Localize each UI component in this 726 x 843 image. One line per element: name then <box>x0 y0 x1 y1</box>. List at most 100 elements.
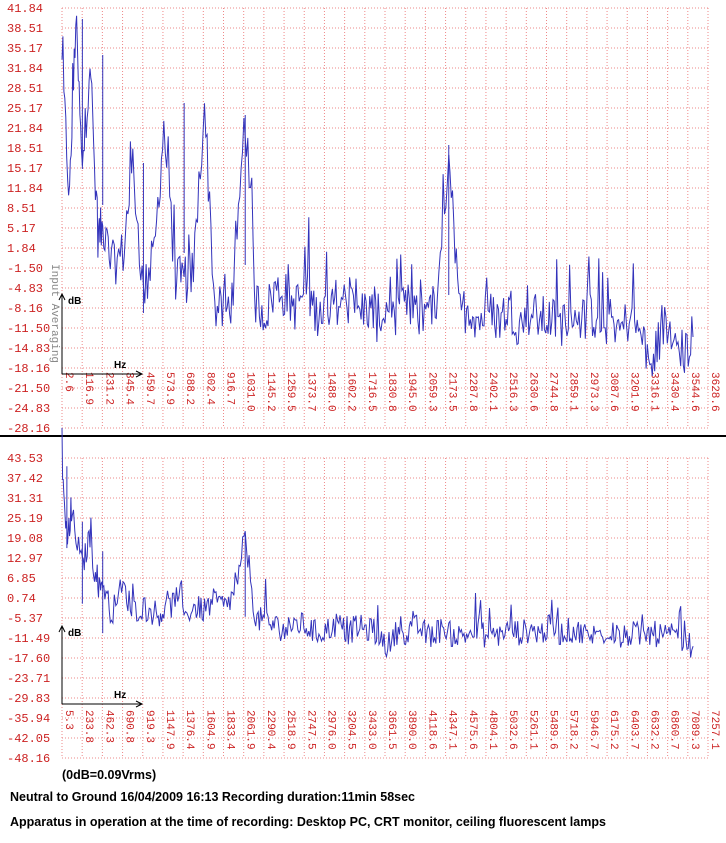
peaks <box>81 19 450 314</box>
y-tick-label: 5.17 <box>7 222 36 236</box>
y-tick-label: 1.84 <box>7 242 36 256</box>
x-tick-label: 688.2 <box>183 372 195 405</box>
x-tick-label: 1376.4 <box>183 710 195 750</box>
x-tick-label: 7089.3 <box>688 710 700 750</box>
y-tick-label: -14.83 <box>7 342 50 356</box>
x-tick-label: 2973.3 <box>587 372 599 412</box>
spectrum-line <box>61 15 694 376</box>
apparatus-info-label: Apparatus in operation at the time of re… <box>10 815 606 829</box>
x-tick-label: 345.4 <box>123 372 135 405</box>
x-tick-label: 573.9 <box>163 372 175 405</box>
x-tick-label: 5946.7 <box>587 710 599 750</box>
y-axis-label: dB <box>68 628 81 639</box>
x-tick-label: 2059.3 <box>425 372 437 412</box>
x-tick-labels: 5.3 233.8 462.3 690.8 919.3 1147.9 1376.4 1604.… <box>62 710 720 750</box>
y-tick-label: -4.83 <box>7 282 43 296</box>
x-tick-label: 1830.8 <box>385 372 397 412</box>
x-tick-label: 3890.0 <box>405 710 417 750</box>
x-tick-label: 1145.2 <box>264 372 276 412</box>
grid <box>61 457 709 759</box>
y-tick-label: -21.50 <box>7 382 50 396</box>
x-tick-label: 7257.1 <box>708 710 720 750</box>
y-tick-label: -18.16 <box>7 362 50 376</box>
x-arrow <box>135 370 144 378</box>
x-tick-label: 5718.2 <box>567 710 579 750</box>
x-tick-label: 1031.0 <box>244 372 256 412</box>
x-tick-label: 3433.0 <box>365 710 377 750</box>
x-tick-label: 6860.7 <box>668 710 680 750</box>
x-tick-label: 2516.3 <box>506 372 518 412</box>
x-tick-label: 3316.1 <box>647 372 659 412</box>
y-tick-label: 12.97 <box>7 552 43 566</box>
x-tick-label: 2630.6 <box>526 372 538 412</box>
x-tick-label: 6632.2 <box>647 710 659 750</box>
y-tick-label: -35.94 <box>7 712 50 726</box>
x-tick-label: 1833.4 <box>224 710 236 750</box>
x-tick-labels: 2.6 116.9 231.2 345.4 459.7 573.9 688.2 802.4 91… <box>62 372 720 412</box>
x-tick-label: 1604.9 <box>203 710 215 750</box>
reference-level-label: (0dB=0.09Vrms) <box>62 768 157 782</box>
x-tick-label: 802.4 <box>203 372 215 405</box>
x-tick-label: 3628.6 <box>708 372 720 412</box>
x-tick-label: 233.8 <box>82 710 94 743</box>
side-label: Input Averaging <box>48 264 60 363</box>
x-tick-label: 6403.7 <box>627 710 639 750</box>
y-arrow <box>58 292 66 301</box>
y-tick-label: -42.05 <box>7 732 50 746</box>
y-tick-label: -48.16 <box>7 752 50 766</box>
y-tick-label: -24.83 <box>7 402 50 416</box>
y-tick-label: -28.16 <box>7 422 50 436</box>
x-tick-label: 5261.1 <box>526 710 538 750</box>
axis-indicator: dB Hz <box>58 624 144 708</box>
x-tick-label: 916.7 <box>224 372 236 405</box>
y-tick-label: 18.51 <box>7 142 43 156</box>
y-tick-label: -29.83 <box>7 692 50 706</box>
x-tick-label: 4118.6 <box>425 710 437 750</box>
x-tick-label: 1488.0 <box>324 372 336 412</box>
x-tick-label: 2290.4 <box>264 710 276 750</box>
x-tick-label: 919.3 <box>143 710 155 743</box>
y-tick-label: 15.17 <box>7 162 43 176</box>
grid <box>61 7 709 429</box>
x-tick-label: 1259.5 <box>284 372 296 412</box>
x-tick-label: 3430.4 <box>668 372 680 412</box>
y-tick-label: 21.84 <box>7 122 43 136</box>
y-tick-label: 35.17 <box>7 42 43 56</box>
x-tick-label: 1147.9 <box>163 710 175 750</box>
y-tick-label: 28.51 <box>7 82 43 96</box>
x-tick-label: 3544.6 <box>688 372 700 412</box>
x-tick-label: 2287.8 <box>466 372 478 412</box>
y-tick-label: 6.85 <box>7 572 36 586</box>
x-arrow <box>135 700 144 708</box>
bottom-spectrum-chart: 43.53 37.42 31.31 25.19 19.08 12.97 6.85 0.74 -5… <box>7 427 720 766</box>
x-axis-label: Hz <box>114 690 126 701</box>
x-tick-label: 231.2 <box>102 372 114 405</box>
y-tick-label: -1.50 <box>7 262 43 276</box>
x-tick-label: 1602.2 <box>345 372 357 412</box>
x-tick-label: 2173.5 <box>446 372 458 412</box>
x-tick-label: 690.8 <box>123 710 135 743</box>
x-tick-label: 2.6 <box>62 372 74 392</box>
y-tick-label: -5.37 <box>7 612 43 626</box>
y-tick-label: -17.60 <box>7 652 50 666</box>
y-tick-label: -11.50 <box>7 322 50 336</box>
top-spectrum-chart: 41.84 38.51 35.17 31.84 28.51 25.17 21.84 18.51… <box>7 2 720 436</box>
x-tick-label: 2744.8 <box>547 372 559 412</box>
y-tick-label: 43.53 <box>7 452 43 466</box>
y-tick-label: 31.84 <box>7 62 43 76</box>
y-tick-label: 0.74 <box>7 592 36 606</box>
x-tick-label: 1373.7 <box>304 372 316 412</box>
x-tick-label: 462.3 <box>102 710 114 743</box>
y-tick-label: -23.71 <box>7 672 50 686</box>
x-tick-label: 6175.2 <box>607 710 619 750</box>
y-tick-label: 25.17 <box>7 102 43 116</box>
y-tick-label: -11.49 <box>7 632 50 646</box>
x-tick-label: 2518.9 <box>284 710 296 750</box>
y-tick-label: 41.84 <box>7 2 43 16</box>
x-tick-label: 2976.0 <box>324 710 336 750</box>
x-tick-label: 2061.9 <box>244 710 256 750</box>
x-tick-label: 4575.6 <box>466 710 478 750</box>
y-tick-label: 25.19 <box>7 512 43 526</box>
y-tick-label: 38.51 <box>7 22 43 36</box>
